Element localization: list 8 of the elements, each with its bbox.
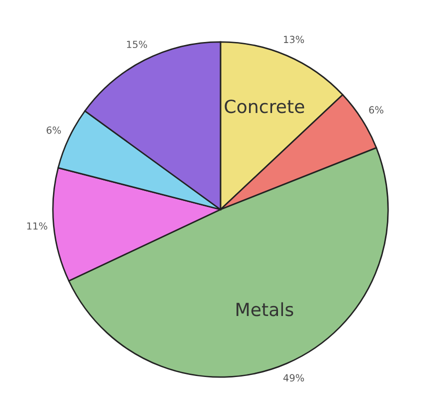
data-label: 6%: [46, 126, 61, 134]
data-label: 15%: [127, 40, 148, 48]
data-label: 6%: [369, 106, 384, 114]
data-label: 13%: [284, 36, 304, 44]
data-label: 49%: [283, 374, 304, 382]
slice-label: Concrete: [224, 100, 304, 114]
slice-label: Metals: [236, 302, 294, 316]
data-label: 11%: [27, 222, 48, 230]
